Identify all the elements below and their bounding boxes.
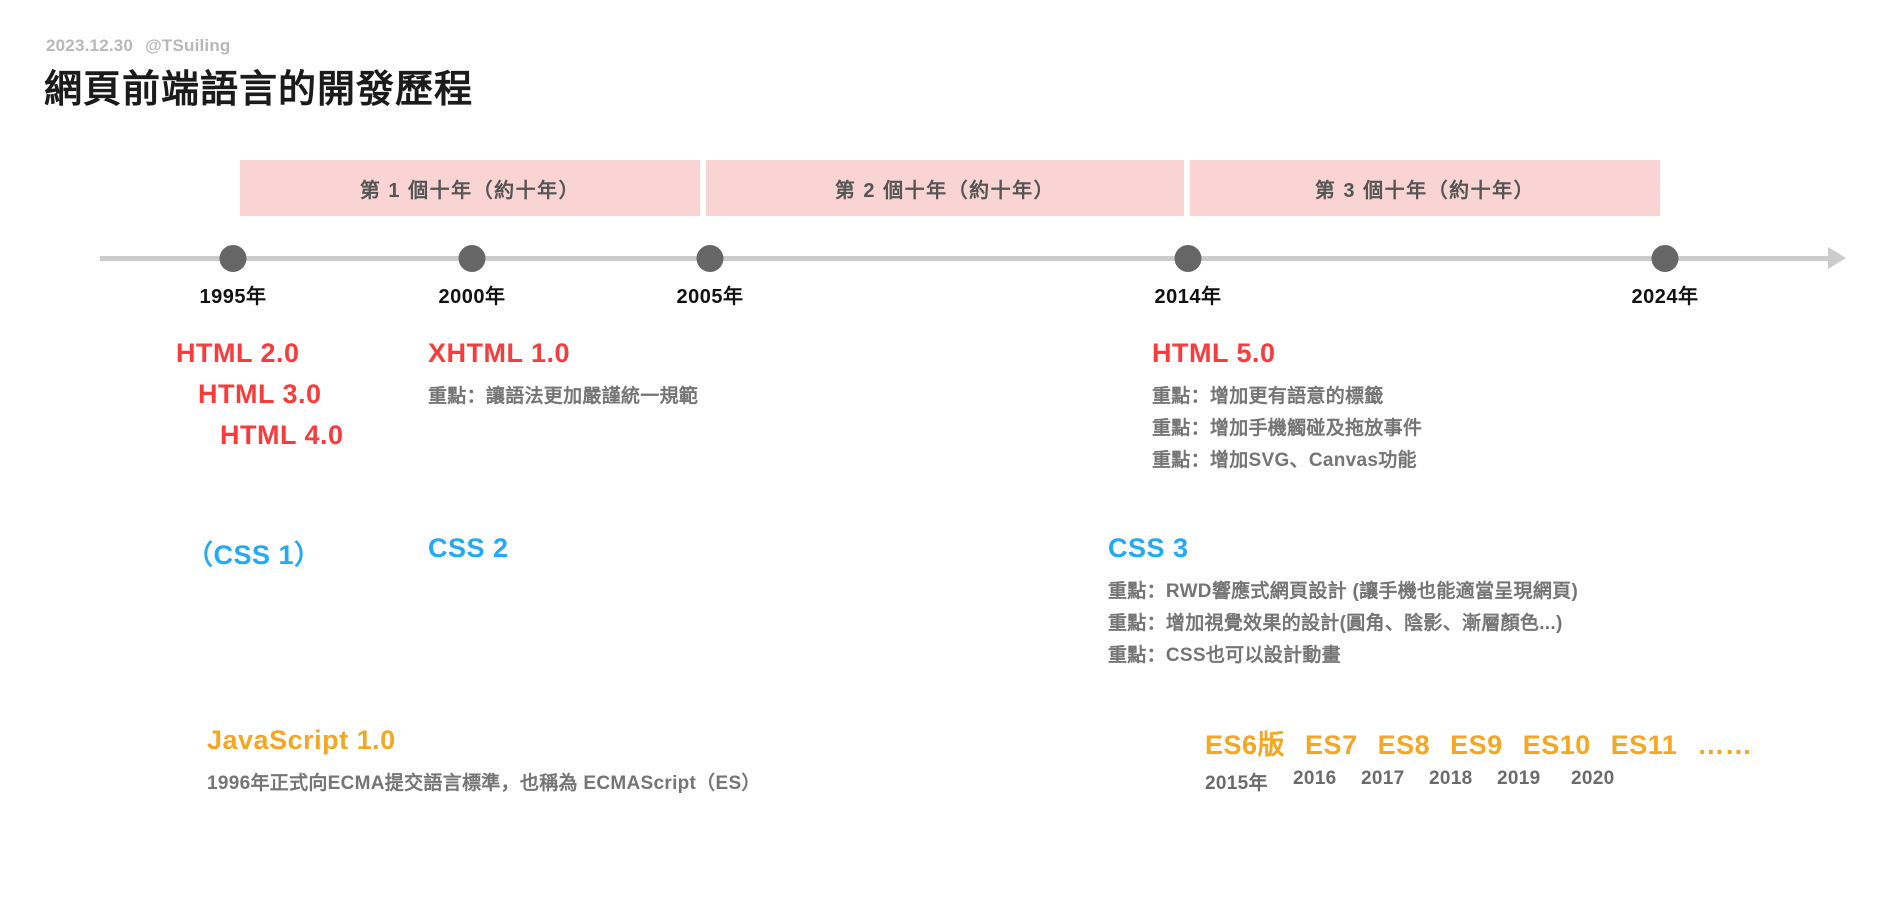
meta-author-handle: @TSuiling bbox=[145, 36, 231, 55]
double-arrow-icon bbox=[706, 160, 1184, 216]
decade-band-2: 第 2 個十年（約十年） bbox=[706, 160, 1184, 216]
es-year-2018: 2018 bbox=[1429, 768, 1473, 789]
page-title: 網頁前端語言的開發歷程 bbox=[44, 69, 474, 111]
css1-version-label: （CSS 1） bbox=[186, 540, 322, 570]
html-version-2: HTML 2.0 bbox=[176, 338, 300, 368]
js-group-2000: JavaScript 1.0 1996年正式向ECMA提交語言標準，也稱為 EC… bbox=[207, 725, 761, 800]
css3-note-1: 重點：RWD響應式網頁設計 (讓手機也能適當呈現網頁) bbox=[1108, 581, 1579, 602]
decade-band-1: 第 1 個十年（約十年） bbox=[240, 160, 700, 216]
html5-note-1: 重點：增加更有語意的標籤 bbox=[1152, 386, 1384, 407]
javascript-note-1: 1996年正式向ECMA提交語言標準，也稱為 ECMAScript（ES） bbox=[207, 773, 761, 794]
decade-band-2-label: 第 2 個十年（約十年） bbox=[834, 179, 1056, 202]
xhtml-version-label: XHTML 1.0 bbox=[428, 338, 571, 368]
es-year-2015: 2015年 bbox=[1205, 773, 1268, 794]
es-version-es6: ES6版 bbox=[1205, 730, 1286, 760]
html5-note-3: 重點：增加SVG、Canvas功能 bbox=[1152, 449, 1417, 471]
es-version-es11: ES11 bbox=[1610, 730, 1678, 760]
es-year-2017: 2017 bbox=[1361, 768, 1405, 789]
milestone-dot-2014 bbox=[1174, 245, 1202, 272]
css3-version-label: CSS 3 bbox=[1108, 533, 1189, 563]
es-year-2019: 2019 bbox=[1497, 768, 1541, 789]
timeline-axis-arrowhead-icon bbox=[1828, 247, 1846, 269]
es-year-2020: 2020 bbox=[1571, 768, 1615, 789]
milestone-label-2005: 2005年 bbox=[676, 286, 744, 308]
css2-version-label: CSS 2 bbox=[428, 533, 509, 563]
css-group-1995: （CSS 1） bbox=[186, 533, 322, 572]
es-version-es7: ES7 bbox=[1305, 730, 1358, 760]
double-arrow-icon bbox=[1190, 160, 1660, 216]
milestone-label-2000: 2000年 bbox=[438, 286, 506, 308]
css-group-2000: CSS 2 bbox=[428, 533, 509, 564]
javascript-version-label: JavaScript 1.0 bbox=[207, 725, 396, 755]
milestone-dot-1995 bbox=[219, 245, 247, 272]
meta-line: 2023.12.30 @TSuiling bbox=[46, 36, 231, 56]
es-version-es9: ES9 bbox=[1450, 730, 1503, 760]
es-version-es8: ES8 bbox=[1377, 730, 1431, 760]
html-version-3: HTML 3.0 bbox=[198, 379, 322, 409]
es-year-2016: 2016 bbox=[1293, 768, 1337, 789]
milestone-label-2024: 2024年 bbox=[1631, 286, 1699, 308]
milestone-label-2014: 2014年 bbox=[1154, 286, 1222, 308]
decade-bands: 第 1 個十年（約十年） 第 2 個十年（約十年） 第 3 個十年（約十年） bbox=[0, 160, 1900, 216]
milestone-label-1995: 1995年 bbox=[199, 286, 267, 308]
html-group-2014: HTML 5.0 重點：增加更有語意的標籤 重點：增加手機觸碰及拖放事件 重點：… bbox=[1152, 338, 1422, 477]
es-version-ellipsis: …… bbox=[1697, 730, 1753, 760]
milestone-dot-2000 bbox=[458, 245, 486, 272]
milestone-dot-2024 bbox=[1651, 245, 1679, 272]
es-year-row: 2015年 2016 2017 2018 2019 2020 bbox=[1205, 768, 1614, 795]
timeline-axis bbox=[100, 256, 1830, 261]
decade-band-3: 第 3 個十年（約十年） bbox=[1190, 160, 1660, 216]
meta-date: 2023.12.30 bbox=[46, 36, 134, 55]
html5-note-2: 重點：增加手機觸碰及拖放事件 bbox=[1152, 417, 1423, 439]
html5-version-label: HTML 5.0 bbox=[1152, 338, 1276, 368]
decade-band-1-label: 第 1 個十年（約十年） bbox=[359, 179, 581, 202]
milestone-dot-2005 bbox=[696, 245, 724, 272]
css-group-2014: CSS 3 重點：RWD響應式網頁設計 (讓手機也能適當呈現網頁) 重點：增加視… bbox=[1108, 533, 1578, 672]
css3-note-2: 重點：增加視覺效果的設計(圓角、陰影、漸層顏色...) bbox=[1108, 612, 1563, 634]
es-version-es10: ES10 bbox=[1522, 730, 1591, 760]
html-group-2000: XHTML 1.0 重點：讓語法更加嚴謹統一規範 bbox=[428, 338, 698, 413]
html-version-4: HTML 4.0 bbox=[220, 420, 344, 450]
html-group-1995: HTML 2.0 HTML 3.0 HTML 4.0 bbox=[176, 338, 344, 451]
decade-band-3-label: 第 3 個十年（約十年） bbox=[1314, 179, 1536, 202]
css3-note-3: 重點：CSS也可以設計動畫 bbox=[1108, 644, 1341, 666]
es-version-row: ES6版 ES7 ES8 ES9 ES10 ES11 …… bbox=[1205, 723, 1752, 762]
xhtml-note-1: 重點：讓語法更加嚴謹統一規範 bbox=[428, 386, 699, 407]
double-arrow-icon bbox=[240, 160, 700, 216]
